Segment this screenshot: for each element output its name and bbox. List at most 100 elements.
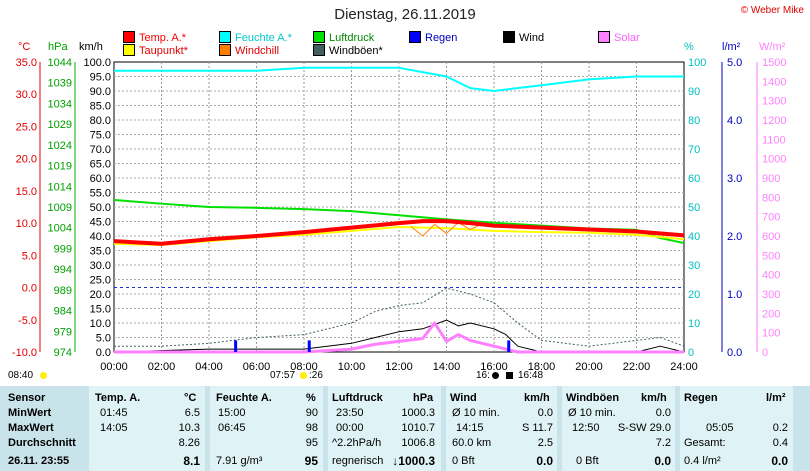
moon-icon — [492, 372, 499, 379]
gust-min-label: Ø 10 min. — [568, 407, 616, 419]
sun-bar: 08:40 07:57 :26 16: 16:48 — [0, 370, 810, 382]
pressure-avg: 1006.8 — [401, 437, 435, 449]
legend-swatch — [219, 31, 231, 43]
copyright-label: © Weber Mike — [740, 5, 804, 16]
humidity-tick-label: 60 — [688, 173, 700, 185]
temp-axis-unit: °C — [18, 41, 31, 53]
legend-item: Temp. A.* — [123, 31, 186, 44]
wind-tick-label: 15.0 — [90, 304, 111, 316]
humidity-min: 90 — [305, 407, 318, 419]
gust-current: 0.0 — [654, 454, 671, 468]
wind-tick-label: 45.0 — [90, 217, 111, 229]
wind-tick-label: 50.0 — [90, 202, 111, 214]
legend-swatch — [409, 31, 421, 43]
solar-tick-label: 800 — [762, 192, 780, 204]
pressure-tick-label: 1029 — [48, 119, 72, 131]
x-tick-label: 20:00 — [575, 361, 603, 373]
legend-label: Wind — [519, 32, 545, 44]
series-windchill — [410, 221, 483, 237]
row-label-current: 26.11. 23:55 — [8, 455, 70, 467]
rain-current: 0.0 — [771, 454, 788, 468]
temp-tick-label: 30.0 — [16, 89, 37, 101]
wind-tick-label: 5.0 — [96, 333, 111, 345]
temp-max-time: 14:05 — [100, 422, 128, 434]
legend-item: Feuchte A.* — [219, 31, 292, 44]
legend-label: Windchill — [235, 45, 280, 57]
rain-bar — [307, 340, 311, 352]
legend-label: Windböen* — [329, 45, 383, 57]
humidity-tick-label: 70 — [688, 144, 700, 156]
pressure-unit: hPa — [413, 392, 434, 404]
solar-tick-label: 200 — [762, 308, 780, 320]
solar-tick-label: 1400 — [762, 76, 786, 88]
x-tick-label: 10:00 — [338, 361, 366, 373]
solar-axis-unit: W/m² — [759, 41, 786, 53]
solar-tick-label: 1300 — [762, 96, 786, 108]
solar-tick-label: 700 — [762, 212, 780, 224]
temp-min: 6.5 — [184, 407, 200, 419]
humidity-tick-label: 80 — [688, 115, 700, 127]
wind-tick-label: 30.0 — [90, 260, 111, 272]
gust-column — [562, 386, 675, 471]
wind-column — [446, 386, 557, 471]
solar-tick-label: 600 — [762, 231, 780, 243]
legend-label: Solar — [614, 32, 640, 44]
wind-distance: 60.0 km — [452, 437, 492, 449]
row-label-max: MaxWert — [8, 422, 54, 434]
pressure-tick-label: 1004 — [48, 223, 72, 235]
wind-tick-label: 100.0 — [83, 57, 111, 69]
temp-tick-label: -5.0 — [18, 315, 37, 327]
sunset-minutes: 16:48 — [518, 370, 544, 381]
temp-header: Temp. A. — [95, 392, 141, 404]
wind-max: S 11.7 — [522, 422, 553, 434]
wind-tick-label: 70.0 — [90, 144, 111, 156]
temp-column — [89, 386, 205, 471]
humidity-tick-label: 40 — [688, 231, 700, 243]
rain-header: Regen — [684, 392, 718, 404]
x-tick-label: 08:00 — [290, 361, 318, 373]
pressure-min: 1000.3 — [401, 407, 435, 419]
rain-bar — [234, 340, 238, 352]
legend-swatch — [503, 31, 515, 43]
sunrise-minutes: :26 — [309, 370, 323, 381]
humidity-current: 95 — [304, 454, 318, 468]
x-tick-label: 14:00 — [433, 361, 461, 373]
legend-label: Regen — [425, 32, 458, 44]
humidity-min-time: 15:00 — [218, 407, 246, 419]
row-label-sensor: Sensor — [8, 392, 46, 404]
pressure-column — [328, 386, 441, 471]
pressure-tick-label: 994 — [54, 264, 72, 276]
x-tick-label: 12:00 — [385, 361, 413, 373]
wind-bft: 0 Bft — [452, 455, 475, 467]
wind-min-label: Ø 10 min. — [452, 407, 500, 419]
humidity-tick-label: 10 — [688, 318, 700, 330]
temp-tick-label: 10.0 — [16, 218, 37, 230]
stats-table: Sensor MinWert MaxWert Durchschnitt 26.1… — [0, 386, 810, 471]
page-title: Dienstag, 26.11.2019 — [334, 6, 476, 23]
solar-tick-label: 0 — [762, 347, 768, 359]
pressure-tick-label: 984 — [54, 306, 72, 318]
solar-tick-label: 100 — [762, 328, 780, 340]
wind-current: 0.0 — [536, 454, 553, 468]
rain-column — [680, 386, 793, 471]
x-tick-label: 02:00 — [148, 361, 176, 373]
wind-tick-label: 80.0 — [90, 115, 111, 127]
rain-tick-label: 1.0 — [727, 289, 742, 301]
pressure-tick-label: 1044 — [48, 57, 72, 69]
gust-bft: 0 Bft — [576, 455, 599, 467]
temp-tick-label: 35.0 — [16, 57, 37, 69]
solar-tick-label: 1500 — [762, 57, 786, 69]
wind-min: 0.0 — [537, 407, 553, 419]
solar-tick-label: 300 — [762, 289, 780, 301]
sunrise-time: 07:57 — [270, 370, 296, 381]
humidity-max-time: 06:45 — [218, 422, 246, 434]
pressure-trend: ^2.2hPa/h — [332, 437, 382, 449]
sun-left-time: 08:40 — [8, 370, 34, 381]
legend-swatch — [313, 31, 325, 43]
x-tick-label: 06:00 — [243, 361, 271, 373]
pressure-tick-label: 989 — [54, 285, 72, 297]
rain-tick-label: 2.0 — [727, 231, 742, 243]
x-tick-label: 00:00 — [100, 361, 128, 373]
temp-unit: °C — [184, 392, 197, 404]
